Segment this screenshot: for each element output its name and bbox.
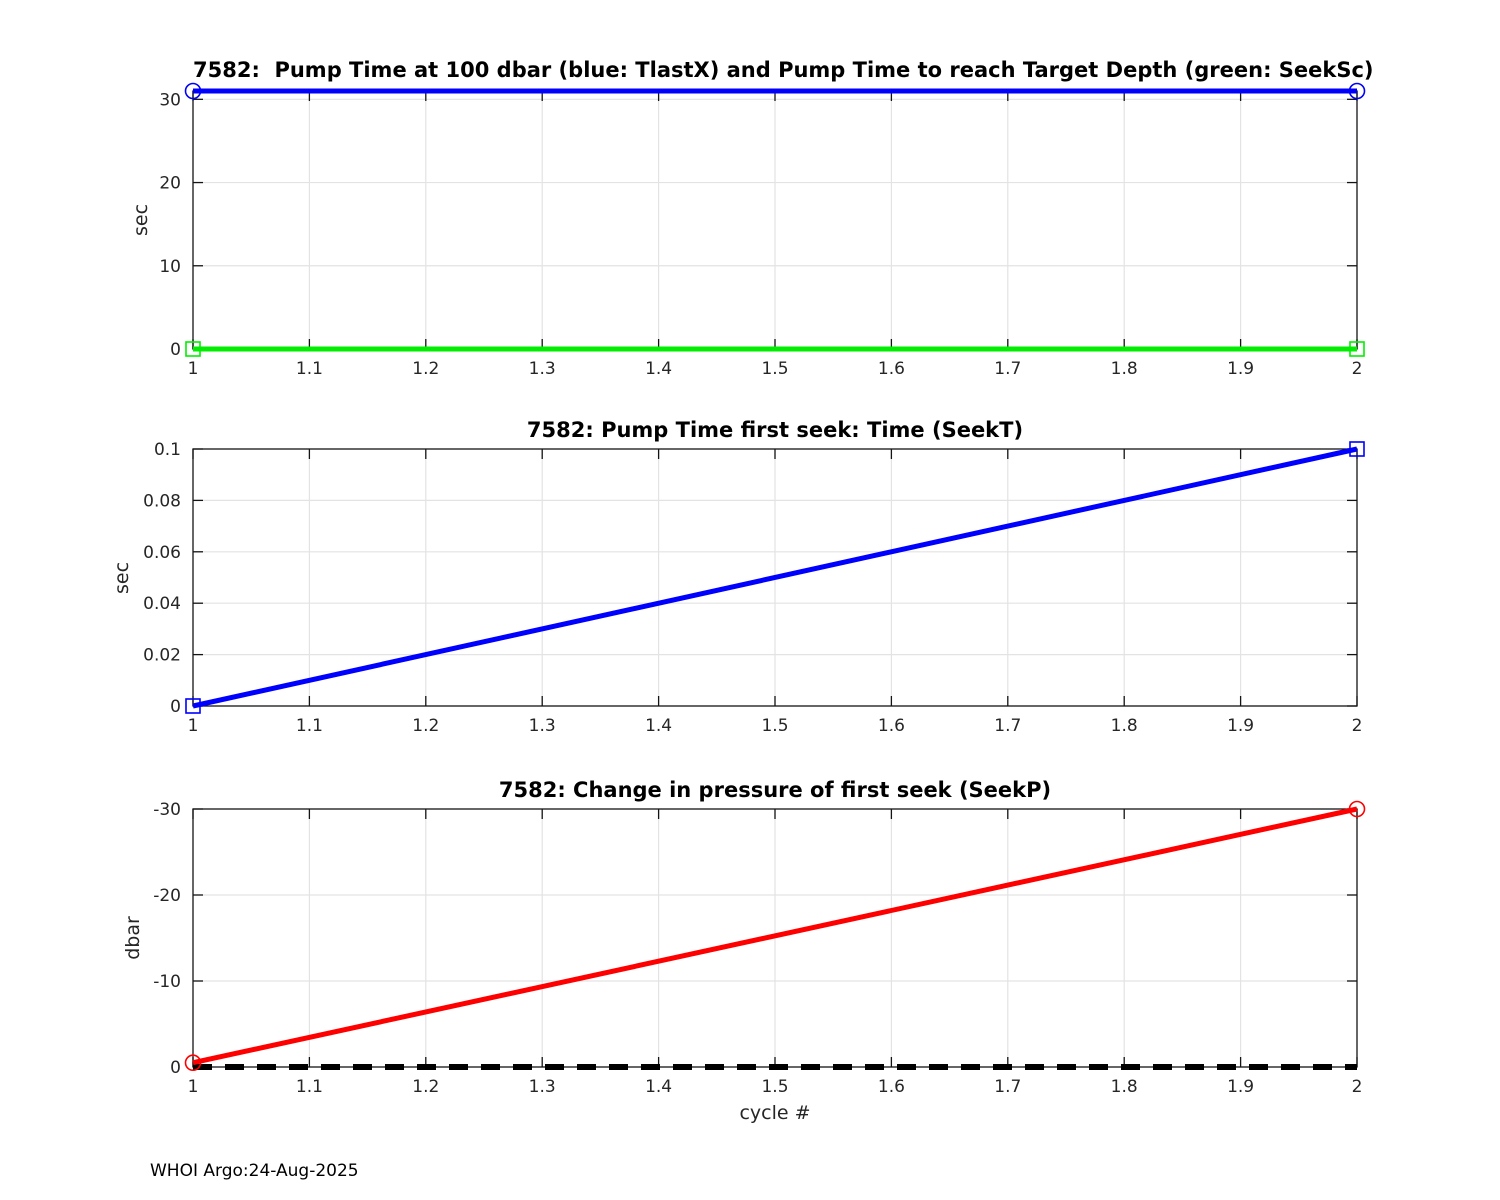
plot3-title: 7582: Change in pressure of first seek (… <box>498 778 1052 802</box>
y-tick-label: 0.08 <box>143 491 181 511</box>
x-tick-label: 1.1 <box>296 359 323 379</box>
data-point-marker-TlastX <box>1348 82 1366 100</box>
x-tick-label: 1.5 <box>761 1077 788 1097</box>
y-tick-label: 10 <box>159 257 181 277</box>
plot2-title: 7582: Pump Time first seek: Time (SeekT) <box>526 418 1024 442</box>
series-line-SeekP <box>192 806 1358 1066</box>
y-tick-label: -30 <box>153 800 181 820</box>
y-tick-label: 0.04 <box>143 594 181 614</box>
y-tick-label: 0 <box>170 697 181 717</box>
x-tick-label: 1.6 <box>878 716 905 736</box>
x-tick-label: 2 <box>1352 359 1363 379</box>
y-tick-label: 0.06 <box>143 543 181 563</box>
x-tick-label: 1.4 <box>645 359 672 379</box>
x-tick-label: 1.5 <box>761 359 788 379</box>
plot2-seek-time-canvas: 1 1.1 1.2 1.3 1.4 1.5 1.6 1.7 1.8 1.9 2 0 0.02 0.04 0.… <box>143 440 1365 736</box>
y-tick-label: 0.02 <box>143 646 181 666</box>
x-tick-label: 1 <box>188 716 199 736</box>
data-point-marker-SeekP <box>184 1054 202 1072</box>
x-tick-label: 1.5 <box>761 716 788 736</box>
x-tick-label: 1 <box>188 359 199 379</box>
series-line-SeekT <box>192 446 1358 709</box>
x-tick-label: 1.2 <box>412 1077 439 1097</box>
x-tick-label: 2 <box>1352 1077 1363 1097</box>
x-tick-label: 1.2 <box>412 359 439 379</box>
x-tick-label: 1.8 <box>1111 716 1138 736</box>
x-tick-label: 1.9 <box>1227 716 1254 736</box>
x-tick-label: 2 <box>1352 716 1363 736</box>
x-tick-label: 1.9 <box>1227 1077 1254 1097</box>
data-point-marker-SeekSc <box>185 341 201 357</box>
x-tick-label: 1.7 <box>994 359 1021 379</box>
x-tick-label: 1.8 <box>1111 1077 1138 1097</box>
y-tick-label: 0 <box>170 1058 181 1078</box>
data-point-marker-SeekSc <box>1349 341 1365 357</box>
plot3-seek-pressure-canvas: 1 1.1 1.2 1.3 1.4 1.5 1.6 1.7 1.8 1.9 2 -30 -20 -10 0 <box>153 800 1366 1097</box>
x-axis-label: cycle # <box>739 1102 811 1124</box>
y-tick-label: 0.1 <box>154 440 181 460</box>
watermark-text: WHOI Argo:24-Aug-2025 <box>150 1161 359 1181</box>
x-tick-label: 1.9 <box>1227 359 1254 379</box>
y-tick-label: 20 <box>159 174 181 194</box>
x-tick-label: 1.3 <box>529 359 556 379</box>
x-tick-label: 1.6 <box>878 1077 905 1097</box>
data-point-marker-SeekT <box>1349 441 1365 457</box>
x-tick-label: 1.8 <box>1111 359 1138 379</box>
y-tick-label: -20 <box>153 886 181 906</box>
y-tick-label: 0 <box>170 340 181 360</box>
x-tick-label: 1.7 <box>994 716 1021 736</box>
x-tick-label: 1 <box>188 1077 199 1097</box>
x-tick-label: 1.1 <box>296 1077 323 1097</box>
x-tick-label: 1.3 <box>529 1077 556 1097</box>
x-tick-label: 1.7 <box>994 1077 1021 1097</box>
y-tick-label: 30 <box>159 90 181 110</box>
x-tick-label: 1.4 <box>645 716 672 736</box>
x-tick-label: 1.6 <box>878 359 905 379</box>
x-tick-label: 1.1 <box>296 716 323 736</box>
x-tick-label: 1.4 <box>645 1077 672 1097</box>
data-point-marker-TlastX <box>184 82 202 100</box>
y-tick-label: -10 <box>153 972 181 992</box>
x-tick-label: 1.2 <box>412 716 439 736</box>
x-tick-label: 1.3 <box>529 716 556 736</box>
data-point-marker-SeekP <box>1348 800 1366 818</box>
data-point-marker-SeekT <box>185 698 201 714</box>
